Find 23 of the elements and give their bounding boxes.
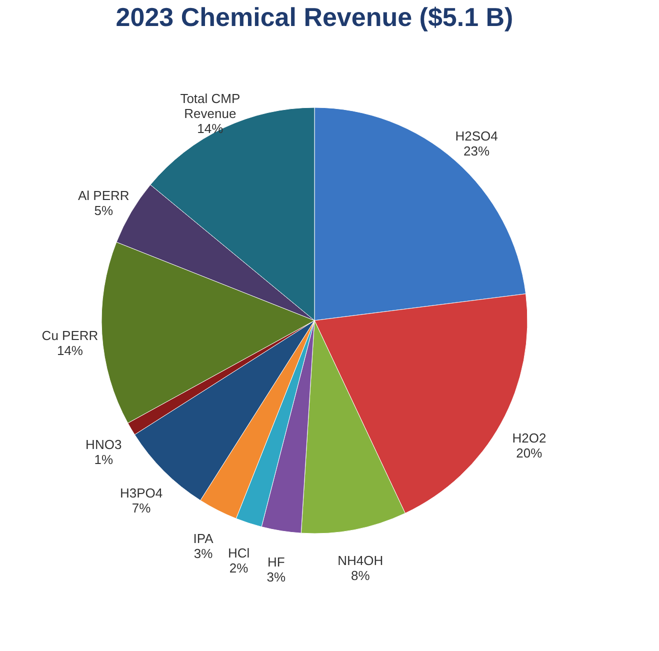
data-label: 14% xyxy=(56,342,84,358)
data-label: 20% xyxy=(516,446,543,461)
data-label: 23% xyxy=(464,144,490,159)
data-label: 3% xyxy=(266,569,286,584)
slice-label: H2O2 xyxy=(512,430,546,446)
data-label: 14% xyxy=(197,120,224,136)
data-label: 7% xyxy=(132,500,152,516)
slice-label: Total CMP Revenue xyxy=(180,90,240,121)
slice-label: H2SO4 xyxy=(455,128,498,144)
chart-title: 2023 Chemical Revenue ($5.1 B) xyxy=(116,2,514,32)
slice-label: HCl xyxy=(228,546,250,561)
slice-label: HNO3 xyxy=(86,437,122,452)
data-label: 5% xyxy=(94,202,114,218)
slice-label: Al PERR xyxy=(78,188,130,203)
slice-label: IPA xyxy=(193,530,214,546)
data-label: 3% xyxy=(194,546,214,561)
data-label: 2% xyxy=(229,560,249,576)
slice-label: Cu PERR xyxy=(42,328,98,343)
slice-label: NH4OH xyxy=(338,553,384,568)
data-label: 1% xyxy=(94,452,114,468)
slice-label: HF xyxy=(268,554,285,570)
slice-label: H3PO4 xyxy=(120,486,163,501)
data-label: 8% xyxy=(351,568,370,584)
